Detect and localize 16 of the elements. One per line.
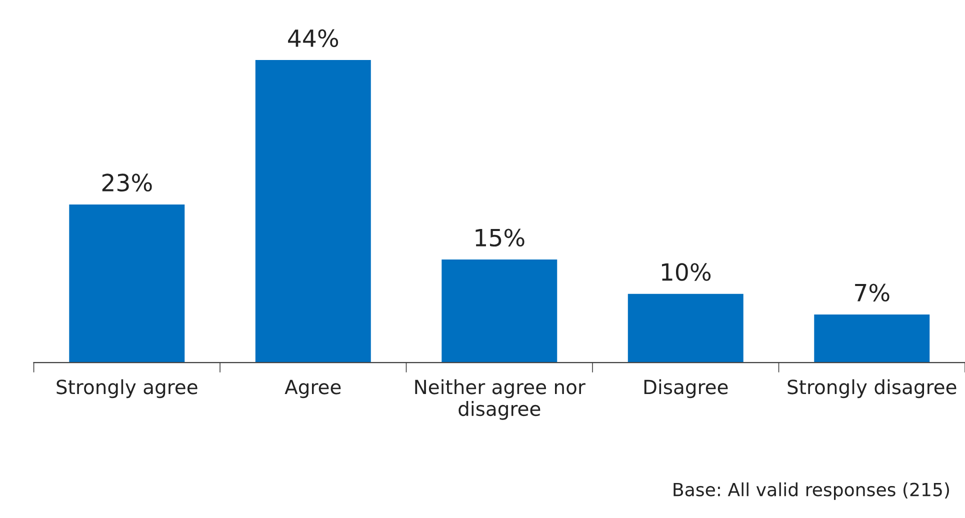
data-label: 7%: [855, 284, 890, 302]
data-label: 10%: [662, 263, 711, 281]
data-label: 44%: [288, 29, 338, 48]
bar: [814, 314, 930, 363]
bar: [255, 60, 371, 363]
x-tick-label: Strongly agree: [56, 379, 198, 398]
bar: [628, 294, 744, 363]
bar: [442, 259, 558, 363]
x-tick-label: Neither agree nor disagree: [415, 379, 586, 420]
bar: [69, 204, 185, 363]
x-tick-label: Strongly disagree: [788, 379, 956, 398]
data-label: 23%: [102, 174, 152, 192]
x-tick-label: Agree: [284, 380, 341, 398]
x-tick-label: Disagree: [644, 379, 728, 398]
data-label: 15%: [476, 228, 524, 247]
text: Base: All valid responses (215): [674, 482, 949, 500]
